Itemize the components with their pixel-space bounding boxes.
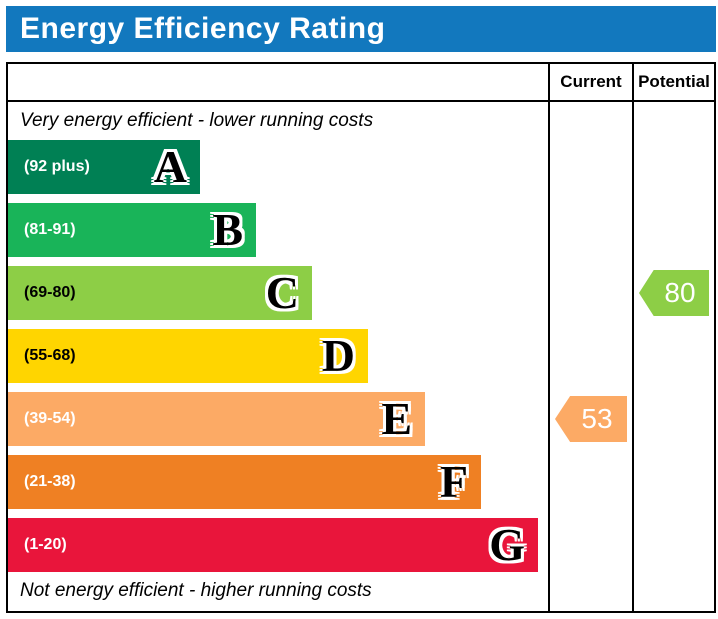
- potential-column-header: Potential: [634, 64, 714, 102]
- potential-rating-value: 80: [664, 277, 696, 308]
- band-range-label: (21-38): [24, 473, 76, 490]
- current-column: Current 53: [548, 64, 632, 611]
- band-letter: E: [381, 393, 412, 444]
- current-rating-value: 53: [581, 403, 613, 434]
- potential-rating-arrow: 80: [639, 270, 709, 316]
- bands-container: (92 plus) A (81-91) B (69-80) C (55-68) D (39-54…: [8, 140, 538, 581]
- band-f: (21-38) F: [8, 455, 481, 509]
- chart-title-bar: Energy Efficiency Rating: [6, 6, 716, 52]
- band-range-label: (39-54): [24, 410, 76, 427]
- band-a: (92 plus) A: [8, 140, 200, 194]
- current-column-header: Current: [550, 64, 632, 102]
- band-range-label: (92 plus): [24, 158, 90, 175]
- band-letter: C: [265, 267, 299, 318]
- band-range-label: (69-80): [24, 284, 76, 301]
- main-header-spacer: [8, 64, 548, 102]
- top-note: Very energy efficient - lower running co…: [20, 110, 374, 131]
- bottom-note: Not energy efficient - higher running co…: [20, 580, 372, 601]
- band-range-label: (1-20): [24, 536, 67, 553]
- band-c: (69-80) C: [8, 266, 312, 320]
- band-letter: F: [439, 456, 468, 507]
- band-letter: D: [321, 330, 355, 381]
- bands-column: Very energy efficient - lower running co…: [8, 64, 548, 611]
- band-g: (1-20) G: [8, 518, 538, 572]
- potential-column: Potential 80: [632, 64, 714, 611]
- band-range-label: (55-68): [24, 347, 76, 364]
- band-letter: G: [489, 519, 525, 570]
- page-title: Energy Efficiency Rating: [20, 12, 386, 45]
- rating-chart: Very energy efficient - lower running co…: [6, 62, 716, 613]
- band-b: (81-91) B: [8, 203, 256, 257]
- band-e: (39-54) E: [8, 392, 425, 446]
- band-letter: A: [153, 141, 187, 192]
- band-letter: B: [212, 204, 243, 255]
- current-rating-arrow: 53: [555, 396, 627, 442]
- band-d: (55-68) D: [8, 329, 368, 383]
- band-range-label: (81-91): [24, 221, 76, 238]
